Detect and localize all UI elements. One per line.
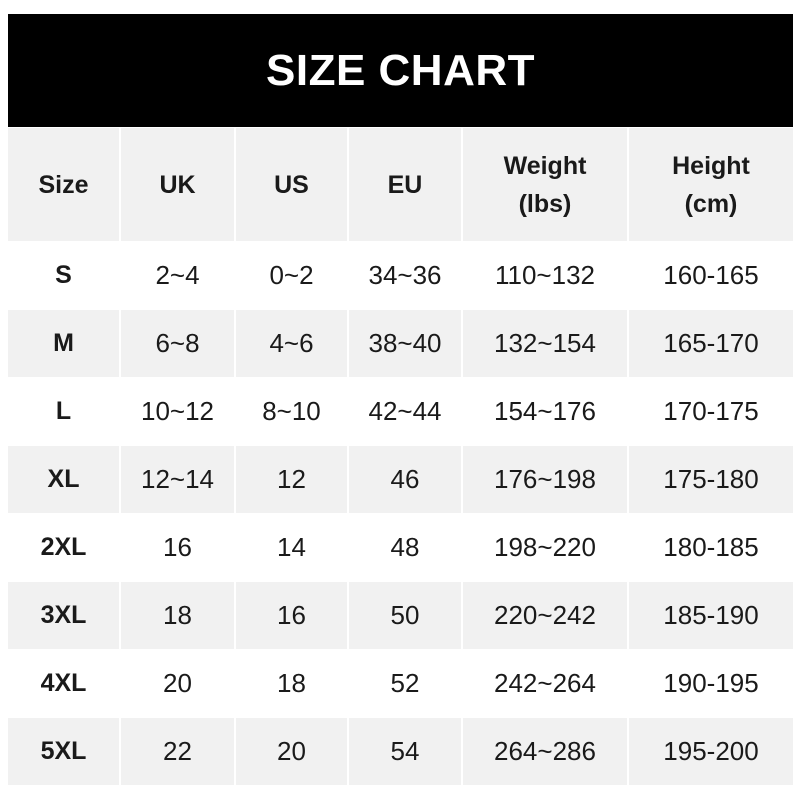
cell-uk: 10~12 (119, 377, 235, 446)
table-row: 2XL 16 14 48 198~220 180-185 (8, 513, 793, 582)
cell-uk: 22 (119, 717, 235, 785)
size-chart-table: Size UK US EU Weight (lbs) Height (cm) S 2~4 0~2 3… (8, 127, 793, 785)
cell-size: 5XL (8, 717, 120, 785)
cell-us: 20 (234, 717, 348, 785)
cell-weight: 154~176 (461, 377, 628, 446)
cell-height: 185-190 (627, 581, 793, 650)
cell-eu: 52 (347, 649, 462, 718)
cell-height: 180-185 (627, 513, 793, 582)
cell-height: 195-200 (627, 717, 793, 785)
table-row: M 6~8 4~6 38~40 132~154 165-170 (8, 309, 793, 378)
cell-weight: 198~220 (461, 513, 628, 582)
column-header-text: UK (159, 170, 196, 199)
cell-eu: 34~36 (347, 241, 462, 310)
cell-height: 190-195 (627, 649, 793, 718)
column-header-height: Height (cm) (627, 127, 793, 242)
cell-uk: 18 (119, 581, 235, 650)
column-header-uk: UK (119, 127, 235, 242)
cell-weight: 132~154 (461, 309, 628, 378)
cell-us: 12 (234, 445, 348, 514)
cell-uk: 2~4 (119, 241, 235, 310)
cell-size: 3XL (8, 581, 120, 650)
table-row: 4XL 20 18 52 242~264 190-195 (8, 649, 793, 718)
table-header-row: Size UK US EU Weight (lbs) Height (cm) (8, 127, 793, 242)
table-row: XL 12~14 12 46 176~198 175-180 (8, 445, 793, 514)
column-header-weight: Weight (lbs) (461, 127, 628, 242)
cell-weight: 242~264 (461, 649, 628, 718)
cell-height: 160-165 (627, 241, 793, 310)
cell-size: L (8, 377, 120, 446)
column-header-us: US (234, 127, 348, 242)
cell-weight: 220~242 (461, 581, 628, 650)
cell-eu: 38~40 (347, 309, 462, 378)
cell-size: M (8, 309, 120, 378)
cell-weight: 264~286 (461, 717, 628, 785)
cell-height: 165-170 (627, 309, 793, 378)
column-header-text: EU (387, 170, 423, 199)
cell-us: 16 (234, 581, 348, 650)
cell-us: 14 (234, 513, 348, 582)
table-row: L 10~12 8~10 42~44 154~176 170-175 (8, 377, 793, 446)
column-header-text: (cm) (684, 189, 738, 218)
column-header-eu: EU (347, 127, 462, 242)
column-header-text: Size (38, 170, 89, 199)
cell-size: 4XL (8, 649, 120, 718)
cell-eu: 50 (347, 581, 462, 650)
cell-us: 4~6 (234, 309, 348, 378)
cell-uk: 16 (119, 513, 235, 582)
size-chart-title: SIZE CHART (8, 14, 793, 127)
cell-eu: 48 (347, 513, 462, 582)
column-header-text: Height (672, 151, 750, 180)
cell-height: 170-175 (627, 377, 793, 446)
cell-size: XL (8, 445, 120, 514)
column-header-text: (lbs) (518, 189, 572, 218)
table-row: 3XL 18 16 50 220~242 185-190 (8, 581, 793, 650)
cell-us: 18 (234, 649, 348, 718)
cell-height: 175-180 (627, 445, 793, 514)
column-header-text: US (274, 170, 309, 199)
cell-uk: 12~14 (119, 445, 235, 514)
column-header-size: Size (8, 127, 120, 242)
table-row: 5XL 22 20 54 264~286 195-200 (8, 717, 793, 785)
cell-us: 8~10 (234, 377, 348, 446)
cell-eu: 54 (347, 717, 462, 785)
cell-eu: 46 (347, 445, 462, 514)
cell-weight: 176~198 (461, 445, 628, 514)
table-row: S 2~4 0~2 34~36 110~132 160-165 (8, 241, 793, 310)
cell-size: 2XL (8, 513, 120, 582)
column-header-text: Weight (503, 151, 587, 180)
cell-uk: 6~8 (119, 309, 235, 378)
cell-size: S (8, 241, 120, 310)
cell-us: 0~2 (234, 241, 348, 310)
cell-eu: 42~44 (347, 377, 462, 446)
cell-weight: 110~132 (461, 241, 628, 310)
cell-uk: 20 (119, 649, 235, 718)
